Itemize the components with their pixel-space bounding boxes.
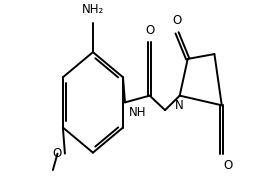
Text: NH: NH xyxy=(129,106,146,119)
Text: NH₂: NH₂ xyxy=(82,3,104,16)
Text: O: O xyxy=(52,147,61,160)
Text: O: O xyxy=(145,24,154,37)
Text: N: N xyxy=(175,99,184,112)
Text: O: O xyxy=(224,159,233,172)
Text: O: O xyxy=(172,14,182,27)
